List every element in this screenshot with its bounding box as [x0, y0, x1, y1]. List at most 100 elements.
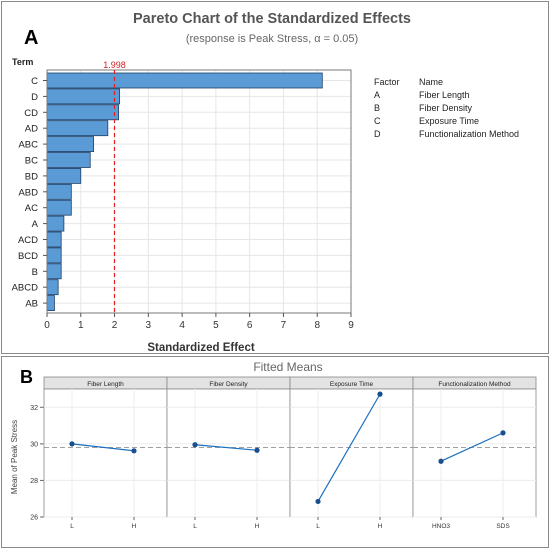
pareto-category-label: ABC: [18, 140, 38, 151]
pareto-bar: [46, 88, 121, 105]
pareto-category-label: AD: [25, 124, 38, 135]
fitted-mean-line: [71, 443, 135, 452]
pareto-x-tick-label: 1: [78, 320, 84, 331]
pareto-category-labels: CD CD AD ABC BC BD ABD AC A ACD BCD B ABCD AB: [12, 76, 47, 310]
panel-a-frame: [1, 1, 549, 354]
pareto-category-label: A: [32, 219, 39, 230]
facet-plot-frame: [412, 388, 537, 518]
legend-name-b: Fiber Density: [419, 103, 473, 113]
fitted-mean-point: [377, 391, 383, 397]
pareto-x-tick-label: 9: [348, 320, 354, 331]
pareto-bar: [46, 120, 109, 137]
pareto-x-tick-label: 2: [112, 320, 118, 331]
fitted-mean-line: [194, 444, 258, 451]
pareto-bar: [46, 215, 65, 232]
pareto-category-label: CD: [24, 108, 38, 119]
fitted-mean-point: [69, 441, 75, 447]
pareto-category-label: BD: [25, 171, 38, 182]
fitted-mean-point: [192, 442, 198, 448]
pareto-title: Pareto Chart of the Standardized Effects: [133, 11, 411, 27]
fitted-means-y-tick-labels: 26 28 30 32: [30, 405, 44, 522]
fitted-means-title: Fitted Means: [253, 360, 322, 374]
pareto-bar: [46, 72, 323, 89]
fitted-means-y-axis-label: Mean of Peak Stress: [10, 420, 19, 494]
pareto-bar: [46, 136, 95, 153]
fitted-mean-line: [440, 432, 504, 462]
fitted-means-panel: Exposure Time L H: [289, 376, 414, 530]
facet-plot-frame: [166, 388, 291, 518]
facet-x-tick-label: H: [378, 523, 383, 530]
pareto-bar: [46, 279, 59, 296]
pareto-x-axis-label: Standardized Effect: [147, 342, 255, 354]
pareto-bar: [46, 295, 55, 312]
pareto-x-tick-label: 6: [247, 320, 253, 331]
fitted-mean-point: [315, 498, 321, 505]
pareto-bar: [46, 104, 120, 121]
facet-strip-label: Exposure Time: [330, 381, 374, 388]
pareto-x-tick-label: 8: [314, 320, 320, 331]
pareto-bar: [46, 183, 72, 200]
pareto-category-label: BCD: [18, 251, 38, 262]
legend-name-c: Exposure Time: [419, 116, 479, 126]
fitted-means-panel: Fiber Density L H: [166, 376, 291, 530]
pareto-bar: [46, 199, 72, 216]
pareto-bar: [46, 231, 62, 248]
legend-factor-d: D: [374, 129, 381, 139]
legend-factor-b: B: [374, 103, 380, 113]
panel-a-label: A: [24, 27, 38, 49]
panel-b-frame: [1, 356, 549, 548]
facet-x-tick-label: L: [193, 523, 197, 530]
panel-b-label: B: [20, 367, 33, 387]
legend-name-a: Fiber Length: [419, 90, 470, 100]
pareto-bar: [46, 247, 62, 264]
pareto-subtitle: (response is Peak Stress, α = 0.05): [186, 33, 358, 45]
fitted-means-y-tick-label: 32: [30, 405, 38, 412]
facet-x-tick-label: HNO3: [432, 523, 450, 530]
legend-factor-c: C: [374, 116, 381, 126]
reference-value-label: 1.998: [103, 60, 126, 70]
facet-x-tick-label: H: [132, 523, 137, 530]
fitted-means-panel: Functionalization Method HNO3 SDS: [412, 376, 537, 530]
pareto-bar: [46, 152, 91, 168]
fitted-mean-point: [254, 447, 260, 453]
legend-header-name: Name: [419, 77, 443, 87]
facet-x-tick-label: L: [316, 523, 320, 530]
pareto-x-tick-label: 3: [146, 320, 152, 331]
pareto-category-label: AC: [25, 203, 38, 214]
fitted-mean-point: [131, 448, 137, 454]
fitted-means-y-tick-label: 30: [30, 441, 38, 448]
factor-legend: Factor Name A Fiber Length B Fiber Densi…: [374, 77, 519, 139]
facet-strip-label: Fiber Density: [209, 381, 248, 388]
facet-strip-label: Fiber Length: [87, 381, 124, 388]
fitted-means-y-tick-label: 26: [30, 515, 38, 522]
pareto-category-label: ACD: [18, 235, 38, 246]
fitted-mean-point: [500, 430, 506, 436]
legend-name-d: Functionalization Method: [419, 129, 519, 139]
fitted-means-panel: Fiber Length L H: [43, 376, 168, 530]
facet-x-tick-label: H: [255, 523, 260, 530]
fitted-mean-line: [317, 393, 381, 502]
pareto-x-tick-labels: 0 1 2 3 4 5 6 7 8 9: [44, 313, 354, 331]
pareto-category-label: AB: [25, 299, 38, 310]
pareto-category-label: ABD: [18, 187, 38, 198]
pareto-x-tick-label: 7: [281, 320, 287, 331]
fitted-mean-point: [438, 458, 444, 464]
pareto-x-tick-label: 4: [179, 320, 185, 331]
facet-strip-label: Functionalization Method: [438, 381, 511, 388]
pareto-category-label: ABCD: [12, 283, 39, 294]
pareto-x-tick-label: 0: [44, 320, 50, 331]
facet-x-tick-label: L: [70, 523, 74, 530]
pareto-category-label: BC: [25, 156, 38, 167]
fitted-means-y-tick-label: 28: [30, 478, 38, 485]
legend-header-factor: Factor: [374, 77, 400, 87]
facet-plot-frame: [289, 388, 414, 518]
facet-plot-frame: [43, 388, 168, 518]
pareto-bar: [46, 167, 82, 184]
pareto-category-label: D: [31, 92, 38, 103]
pareto-bar: [46, 263, 62, 280]
term-header: Term: [12, 57, 33, 67]
pareto-category-label: B: [32, 267, 38, 278]
facet-x-tick-label: SDS: [496, 523, 510, 530]
